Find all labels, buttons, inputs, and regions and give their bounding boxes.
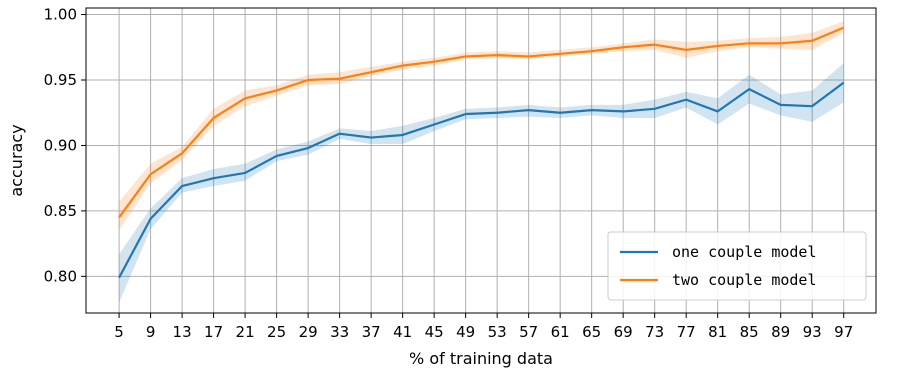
x-ticks: 5 9 13 17 21 25 29 33 37 41 45 49 53 57 61 65 69 73 77 81 85… xyxy=(114,313,853,341)
confidence-bands xyxy=(119,21,844,303)
x-tick-label: 45 xyxy=(425,323,444,341)
x-tick-label: 73 xyxy=(645,323,664,341)
y-tick-label: 1.00 xyxy=(44,6,77,24)
x-axis-label: % of training data xyxy=(409,349,553,368)
x-tick-label: 57 xyxy=(519,323,538,341)
series-line-0 xyxy=(118,81,845,279)
confidence-band-1 xyxy=(119,21,844,231)
legend-label-two-couple: two couple model xyxy=(672,271,817,289)
x-tick-label: 33 xyxy=(330,323,349,341)
x-tick-label: 17 xyxy=(204,323,223,341)
x-tick-label: 89 xyxy=(771,323,790,341)
x-tick-label: 81 xyxy=(708,323,727,341)
y-ticks: 0.80 0.85 0.90 0.95 1.00 xyxy=(44,6,86,285)
x-tick-label: 77 xyxy=(677,323,696,341)
y-tick-label: 0.80 xyxy=(44,267,77,285)
y-tick-label: 0.90 xyxy=(44,136,77,154)
x-tick-label: 5 xyxy=(114,323,124,341)
x-tick-label: 9 xyxy=(146,323,156,341)
x-tick-label: 49 xyxy=(456,323,475,341)
y-tick-label: 0.95 xyxy=(44,71,77,89)
x-tick-label: 61 xyxy=(551,323,570,341)
x-tick-label: 13 xyxy=(173,323,192,341)
x-tick-label: 85 xyxy=(740,323,759,341)
y-axis-label: accuracy xyxy=(7,124,26,196)
legend-label-one-couple: one couple model xyxy=(672,243,817,261)
x-tick-label: 41 xyxy=(393,323,412,341)
x-tick-label: 65 xyxy=(582,323,601,341)
plot-frame xyxy=(85,7,877,314)
x-tick-label: 93 xyxy=(803,323,822,341)
x-tick-label: 29 xyxy=(299,323,318,341)
x-tick-label: 69 xyxy=(614,323,633,341)
legend-box xyxy=(607,231,867,301)
x-tick-label: 21 xyxy=(236,323,255,341)
x-tick-label: 37 xyxy=(362,323,381,341)
x-tick-label: 97 xyxy=(834,323,853,341)
series-line-1 xyxy=(118,26,845,219)
confidence-band-0 xyxy=(119,62,844,303)
x-tick-label: 53 xyxy=(488,323,507,341)
legend: one couple model two couple model xyxy=(607,231,867,301)
y-tick-label: 0.85 xyxy=(44,202,77,220)
x-tick-label: 25 xyxy=(267,323,286,341)
series-lines xyxy=(118,26,845,279)
